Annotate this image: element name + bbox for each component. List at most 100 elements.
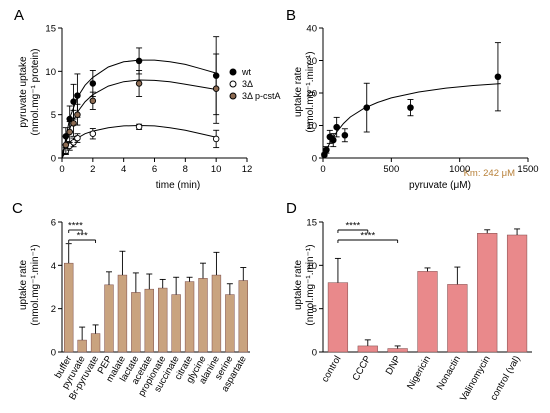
panel-b-xtick-label: 1000 [449,164,470,175]
panel-b-ylabel-unit: (nmol.mg⁻¹.min⁻¹) [305,51,316,132]
panel-a-point-0 [89,80,97,87]
panel-d-category-label: control (val) [488,354,522,402]
panel-c-bar [211,274,222,353]
panel-a-ylabel-unit: (nmol.mg⁻¹ protein) [30,49,41,136]
panel-d-ylabel: uptake rate [293,260,304,310]
panel-d-ytick-label: 0 [312,348,317,359]
panel-c-bar [117,274,128,353]
panel-b-ytick-label: 30 [306,56,317,67]
panel-a-point-2 [62,141,70,149]
panel-a-point-2 [74,111,81,118]
panel-c-bar [77,339,87,353]
panel-c-bar [198,278,208,353]
panel-c-bar [131,292,141,353]
panel-letter-d: D [286,200,297,217]
panel-c-bar [158,287,168,353]
panel-c-bar [225,294,235,353]
panel-c-bar [144,288,154,353]
panel-c-bar [64,262,74,353]
panel-d-bar [417,271,438,353]
panel-a-xtick-label: 4 [121,164,126,175]
panel-d-bar [387,348,408,353]
panel-b-xtick-label: 1500 [517,164,538,175]
panel-a-point-1 [212,135,220,143]
panel-b-point [323,146,330,154]
panel-d-bar [477,233,498,353]
panel-a-point-2 [66,128,73,136]
panel-d-ytick-label: 5 [312,304,317,315]
panel-a-xtick-label: 8 [183,164,188,175]
panel-b-point [329,136,337,144]
panel-letter-c: C [12,200,23,217]
panel-b-fit [322,83,501,159]
panel-c-ylabel: uptake rate [18,260,29,310]
panel-a-xlabel: time (min) [156,180,200,191]
panel-d-category-label: Nonactin [435,354,463,392]
legend-label-3d-pcsta: 3Δ p-cstA [242,91,281,101]
panel-b-ytick-label: 40 [306,24,317,35]
panel-c-sig-label: **** [68,221,83,232]
panel-d-bar [506,234,528,353]
panel-b-ylabel: uptake rate [293,67,304,117]
panel-d-category-label: CCCP [350,354,373,383]
panel-a-point-1 [135,123,143,131]
legend-marker-3d [229,80,237,88]
panel-b-point [333,123,340,131]
panel-a-ytick-label: 10 [45,67,56,78]
km-annotation: Km: 242 μM [464,168,515,179]
panel-letter-b: B [286,7,296,24]
panel-b-ytick-label: 0 [312,154,317,165]
panel-c-bar [184,281,195,353]
panel-a-ytick-label: 0 [51,154,56,165]
panel-a-ytick-label: 5 [51,110,56,121]
panel-a-point-0 [135,57,143,65]
panel-a-point-0 [70,98,77,105]
panel-a-xtick-label: 12 [242,164,253,175]
panel-c-ytick-label: 0 [51,348,56,359]
panel-a-point-2 [89,97,97,105]
legend-label-3d: 3Δ [242,79,253,89]
panel-c-bar [104,284,114,353]
panel-a-xtick-label: 10 [211,164,222,175]
panel-c-bar [90,333,101,353]
panel-c-sig-label: *** [77,231,88,242]
panel-a-legend: wt 3Δ 3Δ p-cstA [229,67,281,101]
panel-b-point [363,104,371,111]
panel-b-point [407,104,414,111]
panel-d-sig-label: **** [360,231,375,242]
panel-a-ytick-label: 15 [45,24,56,35]
panel-d-ytick-label: 15 [306,218,317,229]
panel-a-xtick-label: 6 [152,164,157,175]
panel-c-ytick-label: 2 [51,304,56,315]
legend-marker-3d-pcsta [229,92,237,100]
panel-letter-a: A [14,7,24,24]
panel-a-xtick-label: 0 [59,164,64,175]
legend-label-wt: wt [241,67,251,77]
panel-d-bar [447,284,468,353]
panel-b-xlabel: pyruvate (μM) [409,180,471,191]
panel-d-bar [357,345,378,353]
panel-b-xtick-label: 0 [320,164,325,175]
panel-a-point-1 [89,130,97,137]
panel-a-ylabel: pyruvate uptake [18,56,29,128]
panel-c-ytick-label: 4 [51,261,56,272]
panel-c-ylabel-unit: (nmol.mg⁻¹.min⁻¹) [30,244,41,325]
panel-d-category-label: control [320,354,344,384]
panel-c-ytick-label: 6 [51,218,56,229]
panel-b-point [494,73,502,81]
panel-a-point-0 [74,92,81,99]
panel-b-ytick-label: 10 [306,121,317,132]
legend-marker-wt [229,68,237,76]
panel-d-category-label: Valinomycin [458,354,493,403]
panel-d-ylabel-unit: (nmol.mg⁻¹.min⁻¹) [305,244,316,325]
panel-a-point-2 [135,80,143,87]
panel-a-xtick-label: 2 [90,164,95,175]
panel-a-point-2 [212,85,220,92]
panel-b-ytick-label: 20 [306,89,317,100]
panel-a-fit-1 [61,124,217,159]
panel-b-point [341,131,349,139]
panel-c-bar [238,280,248,353]
panel-c-bar [171,294,181,353]
panel-d-category-label: Nigericin [405,354,433,392]
